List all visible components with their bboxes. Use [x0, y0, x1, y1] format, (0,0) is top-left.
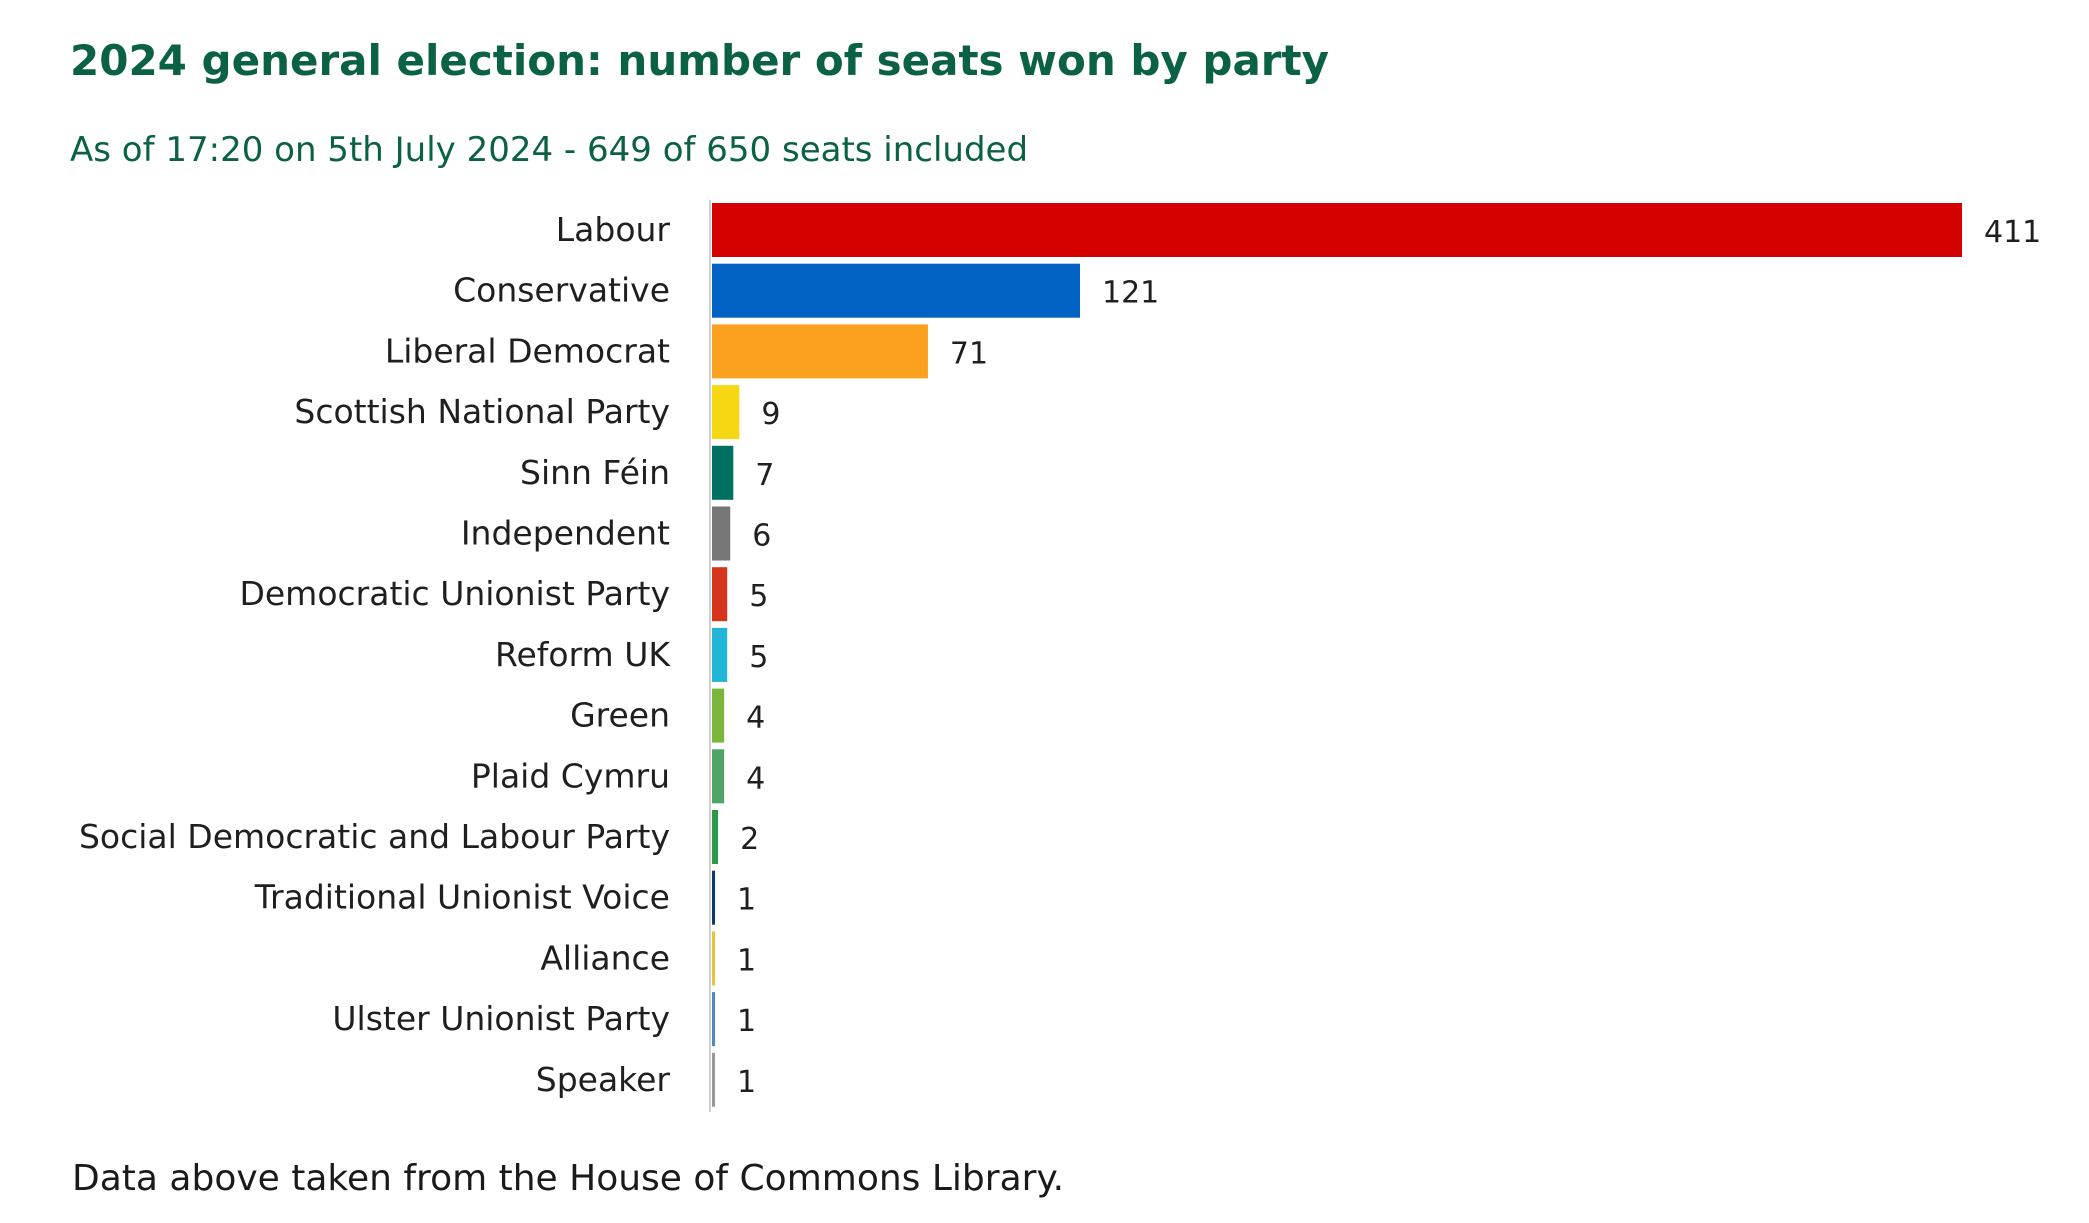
category-labels: Labour Conservative Liberal Democrat Scotti… [79, 210, 671, 1099]
value-label-independent: 6 [752, 519, 771, 554]
bar-liberal-democrat [712, 324, 928, 379]
source-caption: Data above taken from the House of Commo… [72, 1158, 1065, 1199]
bar-ulster-unionist-party [712, 992, 716, 1047]
category-label-alliance: Alliance [540, 938, 670, 977]
bar-speaker [712, 1052, 716, 1107]
bar-plaid-cymru [712, 749, 725, 804]
bar-independent [712, 506, 731, 561]
value-label-ulster-unionist-party: 1 [737, 1004, 756, 1039]
category-label-traditional-unionist-voice: Traditional Unionist Voice [254, 878, 670, 917]
category-label-labour: Labour [556, 210, 671, 249]
value-label-democratic-unionist-party: 5 [749, 579, 768, 614]
bar-alliance [712, 931, 716, 986]
category-label-plaid-cymru: Plaid Cymru [471, 756, 670, 795]
bar-conservative [712, 263, 1081, 318]
value-label-conservative: 121 [1102, 276, 1159, 311]
category-label-liberal-democrat: Liberal Democrat [385, 331, 670, 370]
category-label-sinn-fein: Sinn Féin [520, 453, 670, 492]
bar-group [712, 203, 1962, 1107]
bar-scottish-national-party [712, 385, 740, 440]
bar-reform-uk [712, 627, 728, 682]
value-label-green: 4 [746, 701, 765, 736]
bar-democratic-unionist-party [712, 567, 728, 622]
category-label-green: Green [570, 696, 670, 735]
category-label-social-democratic-and-labour-party: Social Democratic and Labour Party [79, 817, 670, 856]
value-label-sinn-fein: 7 [755, 458, 774, 493]
value-labels: 411 121 71 9 7 6 5 5 4 4 2 1 1 1 1 [737, 215, 2041, 1100]
value-label-speaker: 1 [737, 1065, 756, 1100]
category-label-reform-uk: Reform UK [495, 635, 671, 674]
value-label-alliance: 1 [737, 943, 756, 978]
category-label-speaker: Speaker [536, 1060, 671, 1099]
category-label-scottish-national-party: Scottish National Party [294, 392, 670, 431]
bar-social-democratic-and-labour-party [712, 810, 719, 864]
category-label-independent: Independent [461, 514, 670, 553]
bar-green [712, 688, 725, 743]
chart-subtitle: As of 17:20 on 5th July 2024 - 649 of 65… [70, 130, 1029, 170]
value-label-liberal-democrat: 71 [950, 336, 988, 371]
category-label-ulster-unionist-party: Ulster Unionist Party [332, 999, 670, 1038]
bar-sinn-fein [712, 445, 734, 500]
category-label-democratic-unionist-party: Democratic Unionist Party [239, 574, 670, 613]
value-label-reform-uk: 5 [749, 640, 768, 675]
value-label-traditional-unionist-voice: 1 [737, 883, 756, 918]
value-label-labour: 411 [1984, 215, 2041, 250]
chart-title: 2024 general election: number of seats w… [70, 36, 1329, 85]
value-label-plaid-cymru: 4 [746, 761, 765, 796]
value-label-social-democratic-and-labour-party: 2 [740, 822, 759, 857]
bar-traditional-unionist-voice [712, 870, 716, 925]
bar-labour [712, 203, 1962, 257]
value-label-scottish-national-party: 9 [761, 397, 780, 432]
category-label-conservative: Conservative [453, 271, 670, 310]
